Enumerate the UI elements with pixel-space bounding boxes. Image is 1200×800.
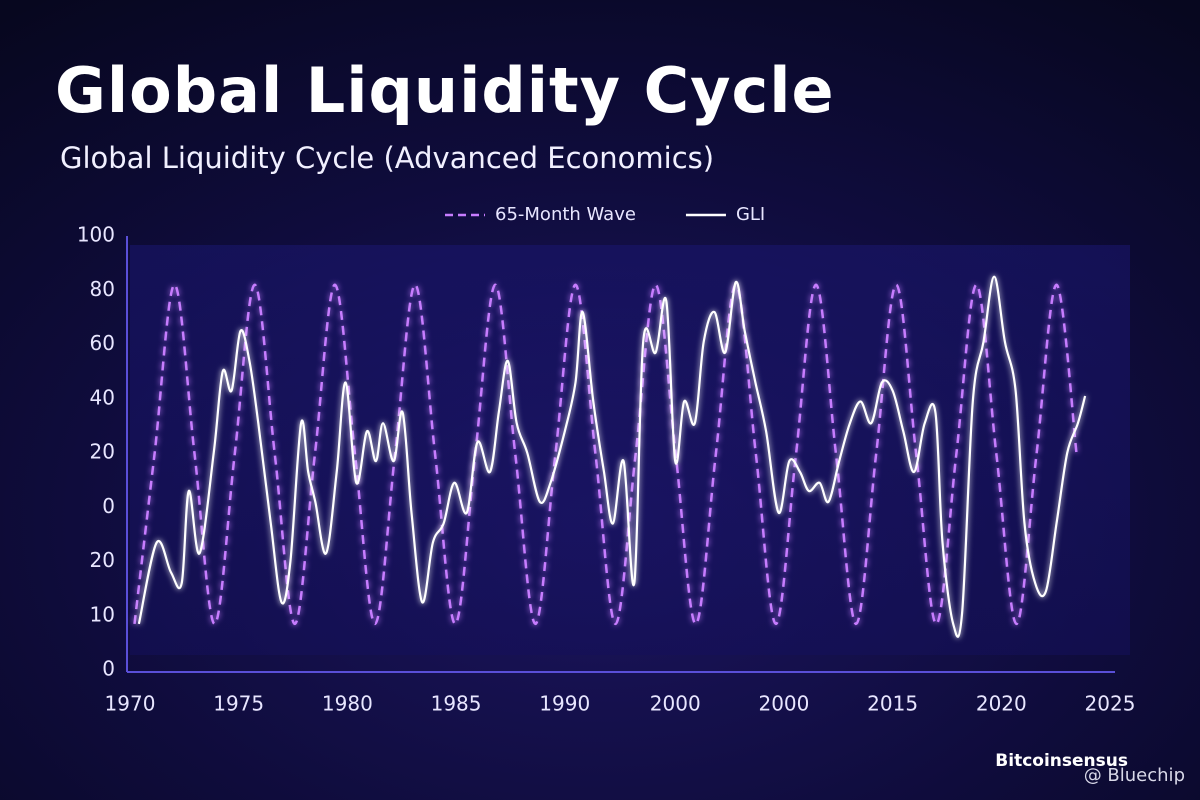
x-tick-label: 1975 [213, 692, 264, 716]
x-tick-label: 2015 [867, 692, 918, 716]
plot-area [133, 275, 1087, 638]
watermark: @ Bluechip [1084, 765, 1185, 786]
y-tick-label: 60 [90, 331, 115, 355]
gli-line [137, 275, 1087, 638]
legend-label: GLI [736, 204, 765, 225]
x-tick-label: 2000 [758, 692, 809, 716]
y-tick-label: 0 [102, 494, 115, 518]
chart-subtitle: Global Liquidity Cycle (Advanced Economi… [60, 141, 714, 175]
y-tick-label: 20 [90, 440, 115, 464]
y-tick-label: 10 [90, 602, 115, 626]
watermark: Bitcoinsensus [995, 751, 1128, 771]
chart-title: Global Liquidity Cycle [55, 54, 835, 127]
legend-label: 65-Month Wave [495, 204, 636, 225]
y-tick-label: 0 [102, 657, 115, 681]
y-tick-label: 40 [90, 385, 115, 409]
x-tick-label: 2000 [650, 692, 701, 716]
y-tick-label: 80 [90, 277, 115, 301]
x-tick-label: 2025 [1085, 692, 1136, 716]
x-tick-label: 1985 [431, 692, 482, 716]
x-tick-label: 1980 [322, 692, 373, 716]
x-tick-label: 1970 [105, 692, 156, 716]
legend: 65-Month Wave GLI [445, 204, 765, 225]
x-tick-label: 2020 [976, 692, 1027, 716]
y-tick-label: 100 [77, 223, 115, 247]
x-tick-label: 1990 [539, 692, 590, 716]
y-tick-label: 20 [90, 548, 115, 572]
